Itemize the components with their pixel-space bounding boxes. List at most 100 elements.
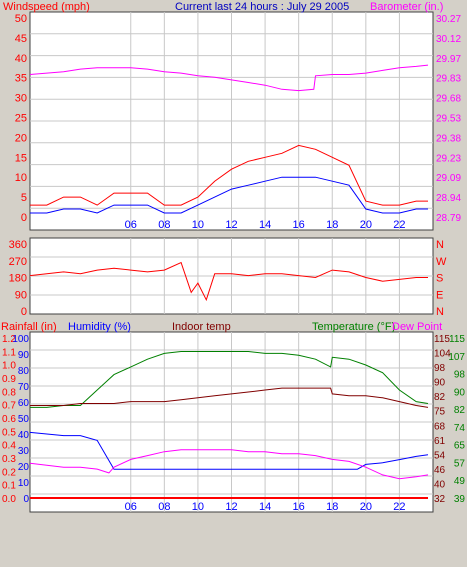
wind-average-series	[30, 176, 428, 214]
dew-point-series	[29, 449, 429, 480]
humidity-tick-label: 60	[18, 398, 30, 409]
x-tick-label: 10	[192, 219, 204, 231]
temperature-tick-label: 65	[454, 441, 466, 452]
dew-point-tick-label: 54	[434, 450, 446, 461]
x-tick-label: 22	[393, 219, 405, 231]
dew-point-tick-label: 68	[434, 421, 446, 432]
dew-point-tick-label: 82	[434, 392, 446, 403]
x-tick-label: 12	[225, 219, 237, 231]
temperature-tick-label: 82	[454, 405, 466, 416]
humidity-tick-label: 40	[18, 430, 30, 441]
windspeed-tick-label: 15	[15, 152, 27, 164]
wind-direction-series	[29, 261, 428, 302]
direction-compass-label: E	[436, 289, 443, 301]
windspeed-axis-title: Windspeed (mph)	[3, 1, 90, 13]
direction-compass-label: N	[436, 306, 444, 318]
humidity-tick-label: 90	[18, 350, 30, 361]
temperature-tick-label: 49	[454, 476, 466, 487]
direction-degree-label: 0	[21, 306, 27, 318]
temp-x-tick-labels: 06 08 10 12 14 16 18 20 22	[125, 501, 406, 513]
rainfall-tick-label: 0.1	[2, 481, 16, 492]
windspeed-tick-label: 5	[21, 192, 27, 204]
humidity-tick-label: 100	[12, 334, 29, 345]
temperature-tick-label: 90	[454, 387, 466, 398]
windspeed-tick-label: 30	[15, 93, 27, 105]
barometer-tick-label: 30.27	[436, 14, 461, 25]
rainfall-tick-label: 0.8	[2, 387, 16, 398]
rainfall-tick-label: 0.9	[2, 374, 16, 385]
x-tick-label: 16	[293, 501, 305, 513]
rainfall-tick-label: 1.2	[2, 334, 16, 345]
windspeed-tick-label: 20	[15, 132, 27, 144]
x-tick-label: 10	[192, 501, 204, 513]
indoor-temp-legend: Indoor temp	[172, 321, 231, 333]
temperature-tick-label: 98	[454, 370, 466, 381]
dew-point-tick-label: 40	[434, 479, 446, 490]
x-tick-label: 08	[158, 501, 170, 513]
humidity-tick-label: 10	[18, 478, 30, 489]
wind-grid	[30, 12, 433, 230]
windspeed-tick-label: 40	[15, 53, 27, 65]
rainfall-tick-label: 0.6	[2, 414, 16, 425]
dew-point-tick-label: 104	[434, 349, 451, 360]
humidity-tick-label: 0	[23, 494, 29, 505]
rainfall-tick-label: 1.0	[2, 361, 16, 372]
barometer-tick-label: 28.79	[436, 213, 461, 224]
barometer-tick-labels: 28.79 28.94 29.09 29.23 29.38 29.53 29.68 29.83…	[436, 14, 461, 224]
x-tick-label: 14	[259, 219, 271, 231]
rainfall-tick-labels: 0.0 0.1 0.2 0.3 0.4 0.5 0.6 0.7 0.8 0.9 1.0 1.1 1.2	[2, 334, 16, 505]
dew-point-tick-label: 90	[434, 378, 446, 389]
direction-degree-label: 180	[9, 273, 27, 285]
x-tick-label: 08	[158, 219, 170, 231]
temperature-tick-label: 74	[454, 423, 466, 434]
chart-title: Current last 24 hours : July 29 2005	[175, 1, 349, 13]
x-tick-label: 22	[393, 501, 405, 513]
barometer-tick-label: 29.38	[436, 133, 461, 144]
x-tick-label: 06	[125, 219, 137, 231]
wind-x-tick-labels: 06 08 10 12 14 16 18 20 22	[125, 219, 406, 231]
windspeed-tick-label: 0	[21, 212, 27, 224]
temperature-legend: Temperature (°F)	[312, 321, 395, 333]
humidity-tick-label: 30	[18, 446, 30, 457]
barometer-tick-label: 28.94	[436, 193, 461, 204]
x-tick-label: 18	[326, 219, 338, 231]
humidity-tick-labels: 0 10 20 30 40 50 60 70 80 90 100	[12, 334, 29, 505]
x-tick-label: 20	[360, 219, 372, 231]
barometer-tick-label: 29.53	[436, 114, 461, 125]
dew-point-tick-labels: 32 40 46 54 61 68 75 82 90 98 104 115	[434, 334, 451, 505]
barometer-tick-label: 29.68	[436, 94, 461, 105]
barometer-tick-label: 30.12	[436, 34, 461, 45]
temperature-tick-label: 107	[448, 352, 465, 363]
humidity-tick-label: 50	[18, 414, 30, 425]
barometer-tick-label: 29.23	[436, 153, 461, 164]
direction-degree-label: 360	[9, 239, 27, 251]
temperature-tick-label: 39	[454, 494, 466, 505]
barometer-series	[29, 64, 429, 92]
rainfall-legend: Rainfall (in)	[1, 321, 57, 333]
x-tick-label: 18	[326, 501, 338, 513]
rainfall-tick-label: 1.1	[2, 347, 16, 358]
humidity-tick-label: 80	[18, 366, 30, 377]
barometer-tick-label: 29.09	[436, 173, 461, 184]
temperature-tick-label: 115	[449, 334, 465, 345]
rainfall-tick-label: 0.7	[2, 401, 16, 412]
windspeed-tick-label: 50	[15, 13, 27, 25]
humidity-series	[29, 431, 429, 470]
direction-grid	[30, 238, 433, 314]
barometer-axis-title: Barometer (in.)	[370, 1, 443, 13]
humidity-legend: Humidity (%)	[68, 321, 131, 333]
direction-degree-tick-labels: 0 90 180 270 360	[9, 239, 27, 318]
rainfall-tick-label: 0.5	[2, 427, 16, 438]
wind-gust-series	[30, 144, 428, 206]
temperature-series	[30, 351, 429, 408]
dew-point-tick-label: 98	[434, 363, 446, 374]
barometer-tick-label: 29.97	[436, 54, 461, 65]
windspeed-tick-labels: 0 5 10 15 20 25 30 35 40 45 50	[15, 13, 27, 224]
dew-point-tick-label: 115	[434, 334, 450, 345]
dew-point-legend: Dew Point	[392, 321, 442, 333]
dew-point-tick-label: 32	[434, 494, 446, 505]
x-tick-label: 14	[259, 501, 271, 513]
direction-degree-label: 90	[15, 289, 27, 301]
